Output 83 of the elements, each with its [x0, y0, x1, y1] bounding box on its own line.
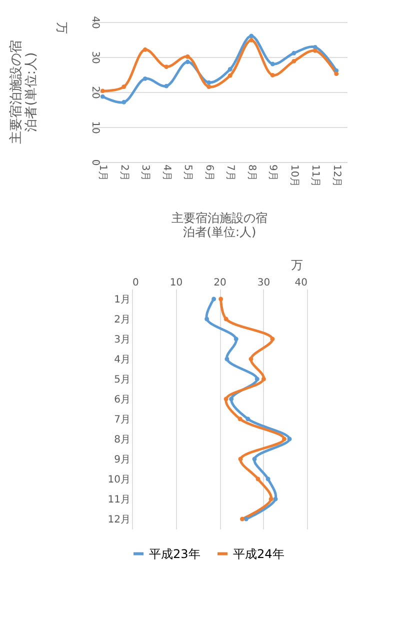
- x-tick-label: 40: [294, 278, 308, 288]
- y-tick-label: 7月: [114, 414, 130, 426]
- point: [252, 456, 257, 462]
- x-tick-label: 0: [132, 278, 139, 288]
- point: [249, 34, 254, 38]
- x-tick-label: 20: [214, 278, 226, 288]
- y-tick-label: 30: [90, 51, 100, 64]
- x-tick-label: 9月: [267, 164, 278, 181]
- text: 万: [291, 258, 303, 272]
- point: [224, 396, 228, 402]
- point: [246, 416, 250, 422]
- x-tick-label: 12月: [330, 164, 342, 188]
- point: [206, 84, 212, 89]
- point: [270, 72, 275, 78]
- point: [273, 496, 278, 502]
- point: [164, 84, 169, 88]
- y-tick-label: 2月: [114, 314, 130, 326]
- text: 主要宿泊施設の宿泊者(単位:人): [8, 40, 39, 144]
- y-tick-label: 8月: [114, 434, 130, 446]
- y-tick-label: 9月: [114, 454, 130, 466]
- point: [292, 50, 296, 56]
- point: [287, 436, 292, 442]
- y-tick-label: 10: [90, 121, 100, 134]
- x-tick-label: 10月: [288, 164, 300, 188]
- point: [268, 496, 274, 502]
- point: [234, 336, 238, 342]
- text: 万: [55, 22, 69, 34]
- point: [238, 416, 242, 422]
- y-tick-label: 6月: [114, 394, 130, 406]
- point: [270, 62, 275, 66]
- legend-label: 平成23年: [149, 546, 200, 561]
- y-tick-label: 0: [90, 159, 100, 166]
- point: [142, 76, 148, 81]
- point: [261, 376, 266, 382]
- x-tick-label: 7月: [224, 164, 236, 181]
- x-tick-label: 5月: [182, 164, 194, 181]
- point: [254, 376, 260, 382]
- y-tick-label: 10月: [108, 474, 130, 486]
- chart-title: 主要宿泊施設の宿泊者(単位:人): [172, 211, 268, 239]
- y-tick-label: 12月: [108, 514, 130, 526]
- x-tick-label: 11月: [310, 164, 321, 188]
- point: [229, 396, 234, 402]
- point: [212, 296, 216, 302]
- point: [334, 72, 339, 76]
- point: [122, 84, 126, 89]
- point: [206, 80, 212, 85]
- point: [238, 456, 243, 462]
- x-tick-label: 6月: [203, 164, 214, 181]
- point: [185, 60, 190, 64]
- legend-label: 平成24年: [233, 546, 284, 561]
- y-tick-label: 5月: [114, 374, 130, 386]
- x-tick-label: 4月: [160, 164, 172, 181]
- x-tick-label: 3月: [140, 164, 151, 181]
- point: [100, 88, 105, 94]
- point: [204, 316, 210, 322]
- point: [224, 356, 230, 362]
- point: [292, 58, 296, 64]
- point: [228, 67, 232, 72]
- point: [185, 54, 190, 59]
- point: [248, 356, 254, 362]
- x-tick-label: 30: [257, 278, 270, 288]
- point: [218, 296, 224, 302]
- point: [142, 47, 148, 52]
- point: [266, 476, 270, 482]
- point: [224, 316, 228, 322]
- point: [282, 436, 286, 442]
- point: [228, 73, 232, 78]
- y-tick-label: 4月: [114, 354, 130, 366]
- y-tick-label: 20: [90, 86, 100, 99]
- point: [240, 516, 244, 522]
- y-tick-label: 11月: [108, 494, 130, 506]
- point: [312, 48, 318, 53]
- point: [122, 100, 126, 104]
- point: [270, 336, 275, 342]
- point: [249, 38, 254, 42]
- y-tick-label: 40: [90, 16, 100, 29]
- point: [256, 476, 260, 482]
- x-tick-label: 8月: [246, 164, 257, 181]
- point: [164, 64, 169, 70]
- point: [100, 94, 105, 99]
- y-tick-label: 1月: [114, 294, 130, 306]
- y-tick-label: 3月: [114, 334, 130, 346]
- x-tick-label: 10: [170, 278, 183, 288]
